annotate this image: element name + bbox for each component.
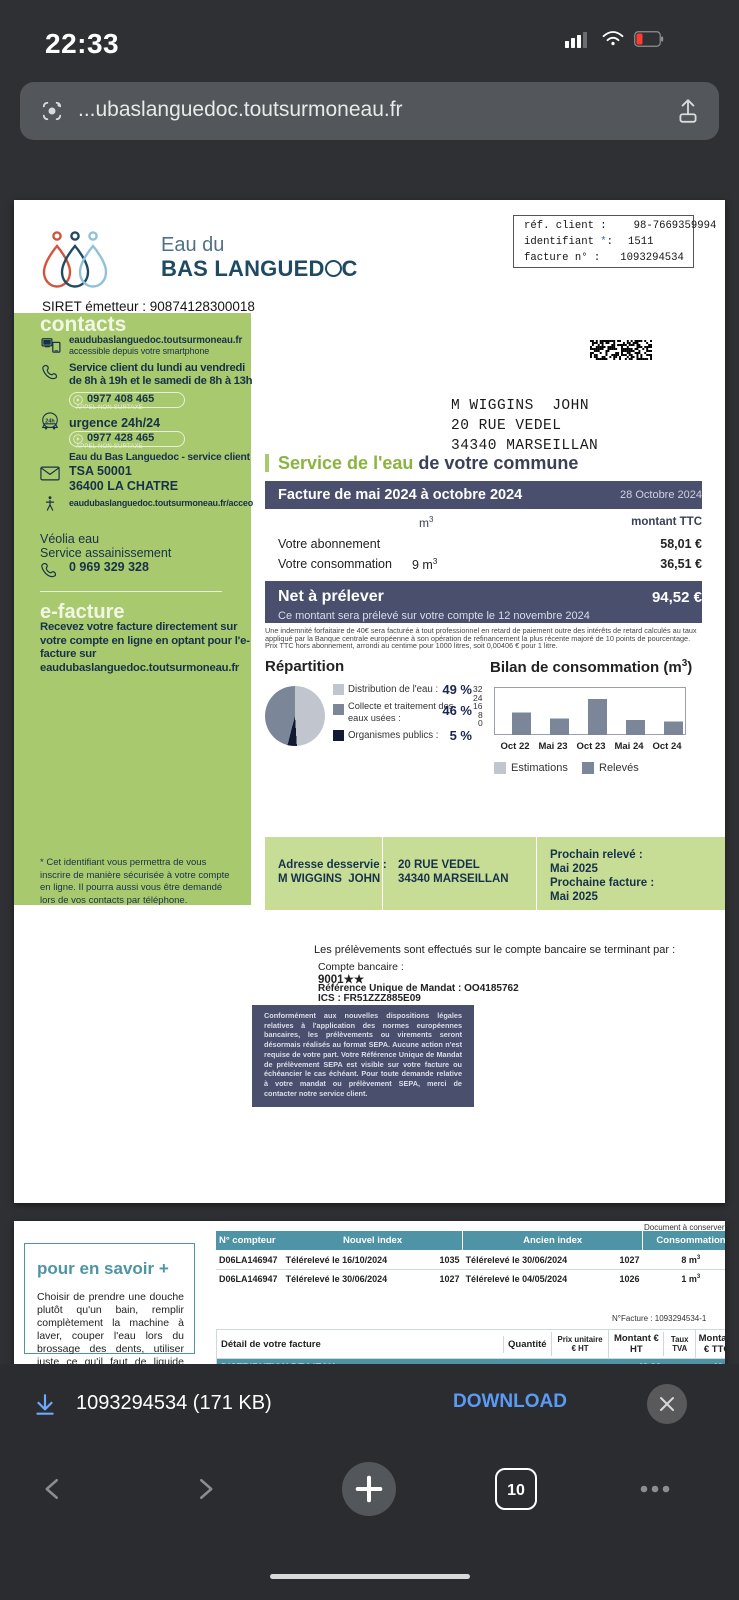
svg-text:10: 10: [507, 1482, 525, 1499]
